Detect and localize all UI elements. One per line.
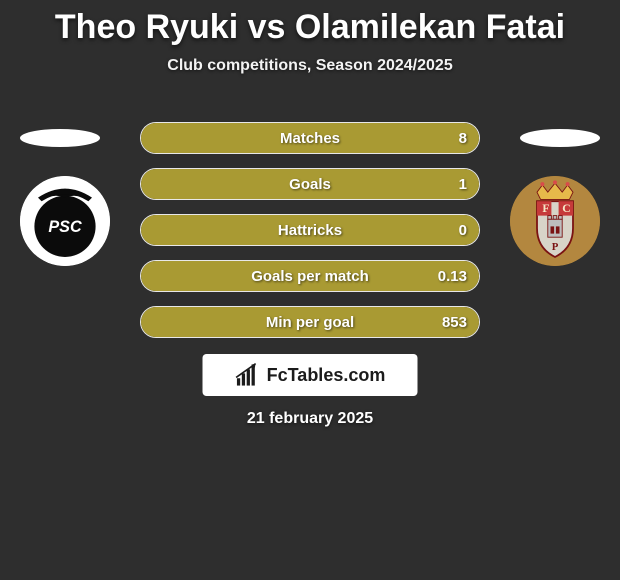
stat-right-value: 853 [442,314,467,331]
club-badge-right: F C P [510,176,600,266]
stat-label: Min per goal [141,314,479,331]
player1-name-oval [20,129,100,147]
stat-right-value: 0 [459,222,467,239]
fctables-text: FcTables.com [267,365,386,386]
player2-name-oval [520,129,600,147]
club-badge-left: PSC [20,176,110,266]
stat-right-value: 8 [459,130,467,147]
svg-text:C: C [562,202,570,215]
stats-container: Matches 8 Goals 1 Hattricks 0 Goals per … [140,122,480,352]
stat-label: Matches [141,130,479,147]
svg-text:F: F [542,202,549,215]
stat-row-matches: Matches 8 [140,122,480,154]
stat-right-value: 1 [459,176,467,193]
svg-text:P: P [552,241,559,253]
stat-row-gpm: Goals per match 0.13 [140,260,480,292]
stat-row-mpg: Min per goal 853 [140,306,480,338]
fctables-logo-box: FcTables.com [203,354,418,396]
page-title: Theo Ryuki vs Olamilekan Fatai [0,0,620,47]
page-subtitle: Club competitions, Season 2024/2025 [0,57,620,75]
bars-icon [235,362,261,388]
club-badge-left-svg: PSC [20,176,110,266]
stat-label: Goals per match [141,268,479,285]
date-text: 21 february 2025 [0,410,620,428]
club-badge-right-svg: F C P [510,176,600,266]
svg-text:PSC: PSC [48,218,82,236]
stat-row-goals: Goals 1 [140,168,480,200]
stat-right-value: 0.13 [438,268,467,285]
stat-row-hattricks: Hattricks 0 [140,214,480,246]
stat-label: Goals [141,176,479,193]
stat-label: Hattricks [141,222,479,239]
